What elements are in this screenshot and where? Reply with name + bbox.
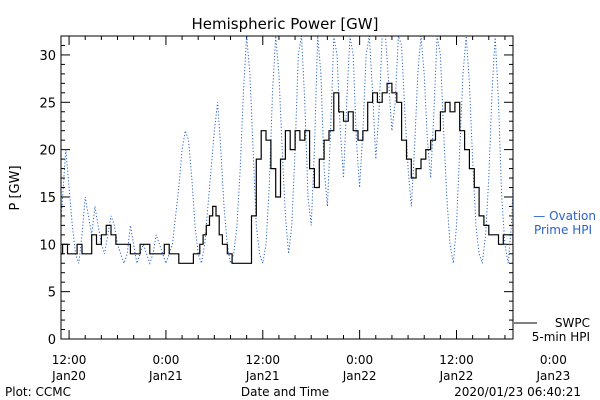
x-tick-label-date: Jan21 [148,369,183,383]
x-tick-label-date: Jan23 [535,369,570,383]
x-tick-label-time: 12:00 [439,353,474,367]
chart-title: Hemispheric Power [GW] [192,15,379,33]
y-tick-label: 15 [39,191,56,206]
series-layer [61,36,513,265]
legend-ovation-line2: Prime HPI [534,223,592,237]
x-tick-label-date: Jan22 [342,369,377,383]
y-axis-ticks: 0 5 10 15 20 25 30 [39,35,513,348]
x-tick-label-time: 0:00 [540,353,567,367]
plot-timestamp: 2020/01/23 06:40:21 [454,385,581,399]
legend-ovation-line1: — Ovation [533,209,596,223]
x-axis-label: Date and Time [241,385,329,399]
y-tick-label: 20 [39,144,56,159]
y-tick-label: 30 [39,49,56,64]
x-tick-label-time: 0:00 [152,353,179,367]
y-tick-label: 25 [39,96,56,111]
y-axis-label: P [GW] [8,165,23,210]
x-tick-label-time: 0:00 [346,353,373,367]
y-tick-label: 10 [39,238,56,253]
x-tick-label-date: Jan20 [51,369,86,383]
series-line-ovation [61,36,513,265]
x-tick-label-date: Jan22 [439,369,474,383]
plot-source-label: Plot: CCMC [5,385,71,399]
x-tick-label-time: 12:00 [52,353,87,367]
x-tick-label-date: Jan21 [245,369,280,383]
plot-frame [60,35,514,340]
y-tick-label: 0 [48,333,56,348]
legend-swpc-line1: SWPC [555,316,590,330]
y-tick-label: 5 [48,286,56,301]
legend-swpc-line2: 5-min HPI [532,330,590,344]
series-line-swpc [61,82,513,264]
x-axis-ticks: 12:00 Jan20 0:00 Jan21 12:00 Jan21 0:00 Jan22 12… [51,36,570,383]
x-tick-label-time: 12:00 [245,353,280,367]
